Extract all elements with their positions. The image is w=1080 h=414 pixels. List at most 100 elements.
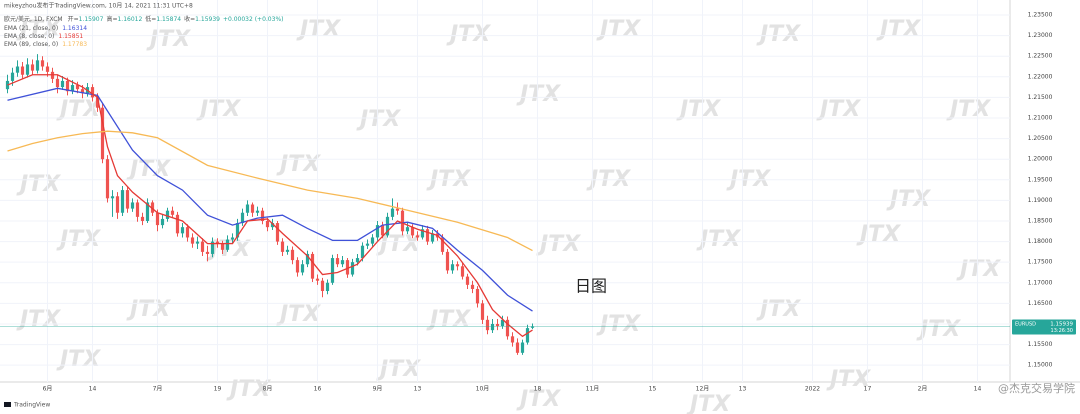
y-tick-label: 1.19500 [1028,176,1053,183]
candle-body [345,260,350,275]
watermark: JTX [826,367,871,392]
y-tick-label: 1.21000 [1028,114,1053,121]
candle-body [70,85,75,92]
watermark: JTX [16,17,61,42]
candle-body [340,260,345,265]
change: +0.00032 (+0.03%) [223,16,284,23]
y-tick-label: 1.23000 [1028,32,1053,39]
price-label-clock: 13:26:30 [1051,328,1073,334]
x-tick-label: 2022 [805,386,820,393]
candle-body [265,220,270,228]
watermark: JTX [536,232,581,257]
credit: @杰克交易学院 [998,381,1075,395]
candle-body [125,190,130,209]
candle-body [490,323,495,331]
y-tick-label: 1.17000 [1028,279,1053,286]
x-tick-label: 16 [314,386,322,393]
ohlc-key: 低= [145,15,156,23]
candle-body [150,202,155,213]
candle-body [400,210,405,232]
candle-body [390,208,395,217]
x-tick-label: 13 [414,386,422,393]
watermark: JTX [516,387,561,412]
candle-body [35,60,40,71]
legend-name: EMA (89, close, 0) [4,41,58,48]
price-label-symbol: EURUSD [1015,321,1036,327]
candle-body [140,216,145,221]
candle-body [385,216,390,236]
candle-body [180,227,185,234]
legend-entry: EMA (8, close, 0) 1.15851 [4,33,83,40]
candle-body [395,208,400,211]
candle-body [525,328,530,343]
candle-body [145,202,150,221]
candle-body [80,89,85,94]
plot [0,54,1010,355]
candle-body [285,249,290,252]
candle-body [160,218,165,226]
watermark: JTX [756,22,801,47]
x-tick-label: 14 [89,386,97,393]
candle-body [10,72,15,81]
legend-value: 1.17783 [62,41,87,48]
candle-body [215,241,220,244]
legend-entry: EMA (21, close, 0) 1.16314 [4,25,87,32]
candle-body [290,249,295,261]
watermark: JTX [276,152,321,177]
ohlc-value: 1.15939 [195,16,220,23]
footer-logo [4,402,11,407]
watermark: JTX [886,187,931,212]
y-tick-label: 1.15500 [1028,341,1053,348]
watermark: JTX [296,17,341,42]
ohlc-value: 1.16012 [117,16,142,23]
watermark: JTX [226,377,271,402]
candle-body [15,66,20,73]
candle-body [305,253,310,265]
candle-body [75,85,80,90]
x-tick-label: 17 [864,386,872,393]
candle-body [300,264,305,273]
candle-body [120,190,125,213]
candle-body [230,237,235,240]
candle-body [420,229,425,238]
y-tick-label: 1.22500 [1028,53,1053,60]
ma-line [7,87,533,312]
x-tick-label: 12月 [696,386,710,393]
legend-name: EMA (21, close, 0) [4,25,58,32]
candle-body [100,107,105,160]
candle-body [455,264,460,267]
candle-body [225,239,230,250]
x-tick-label: 19 [214,386,222,393]
candle-body [245,204,250,213]
watermark: JTX [356,107,401,132]
candle-body [210,241,215,254]
ohlc-key: 开= [68,16,79,23]
watermark: JTX [426,307,471,332]
watermark: JTX [876,17,921,42]
candle-body [30,64,35,71]
watermark: JTX [16,307,61,332]
candle-body [405,227,410,232]
candle-body [135,202,140,217]
watermark: JTX [56,347,101,372]
watermark: JTX [956,257,1001,282]
watermark: JTX [56,227,101,252]
candle-body [500,319,505,327]
watermark: JTX [276,302,321,327]
watermark: JTX [916,317,961,342]
legend-value: 1.15851 [58,33,83,40]
x-tick-label: 9月 [373,386,383,393]
price-label-box [1012,319,1076,335]
watermark: JTX [596,312,641,337]
candle-body [505,319,510,337]
y-tick-label: 1.22000 [1028,73,1053,80]
candle-body [480,303,485,320]
candle-body [195,241,200,244]
candle-body [130,202,135,209]
ohlc-key: 高= [106,15,117,23]
candle-body [250,204,255,213]
y-tick-label: 1.18000 [1028,238,1053,245]
watermark: JTX [16,172,61,197]
candle-body [175,214,180,234]
